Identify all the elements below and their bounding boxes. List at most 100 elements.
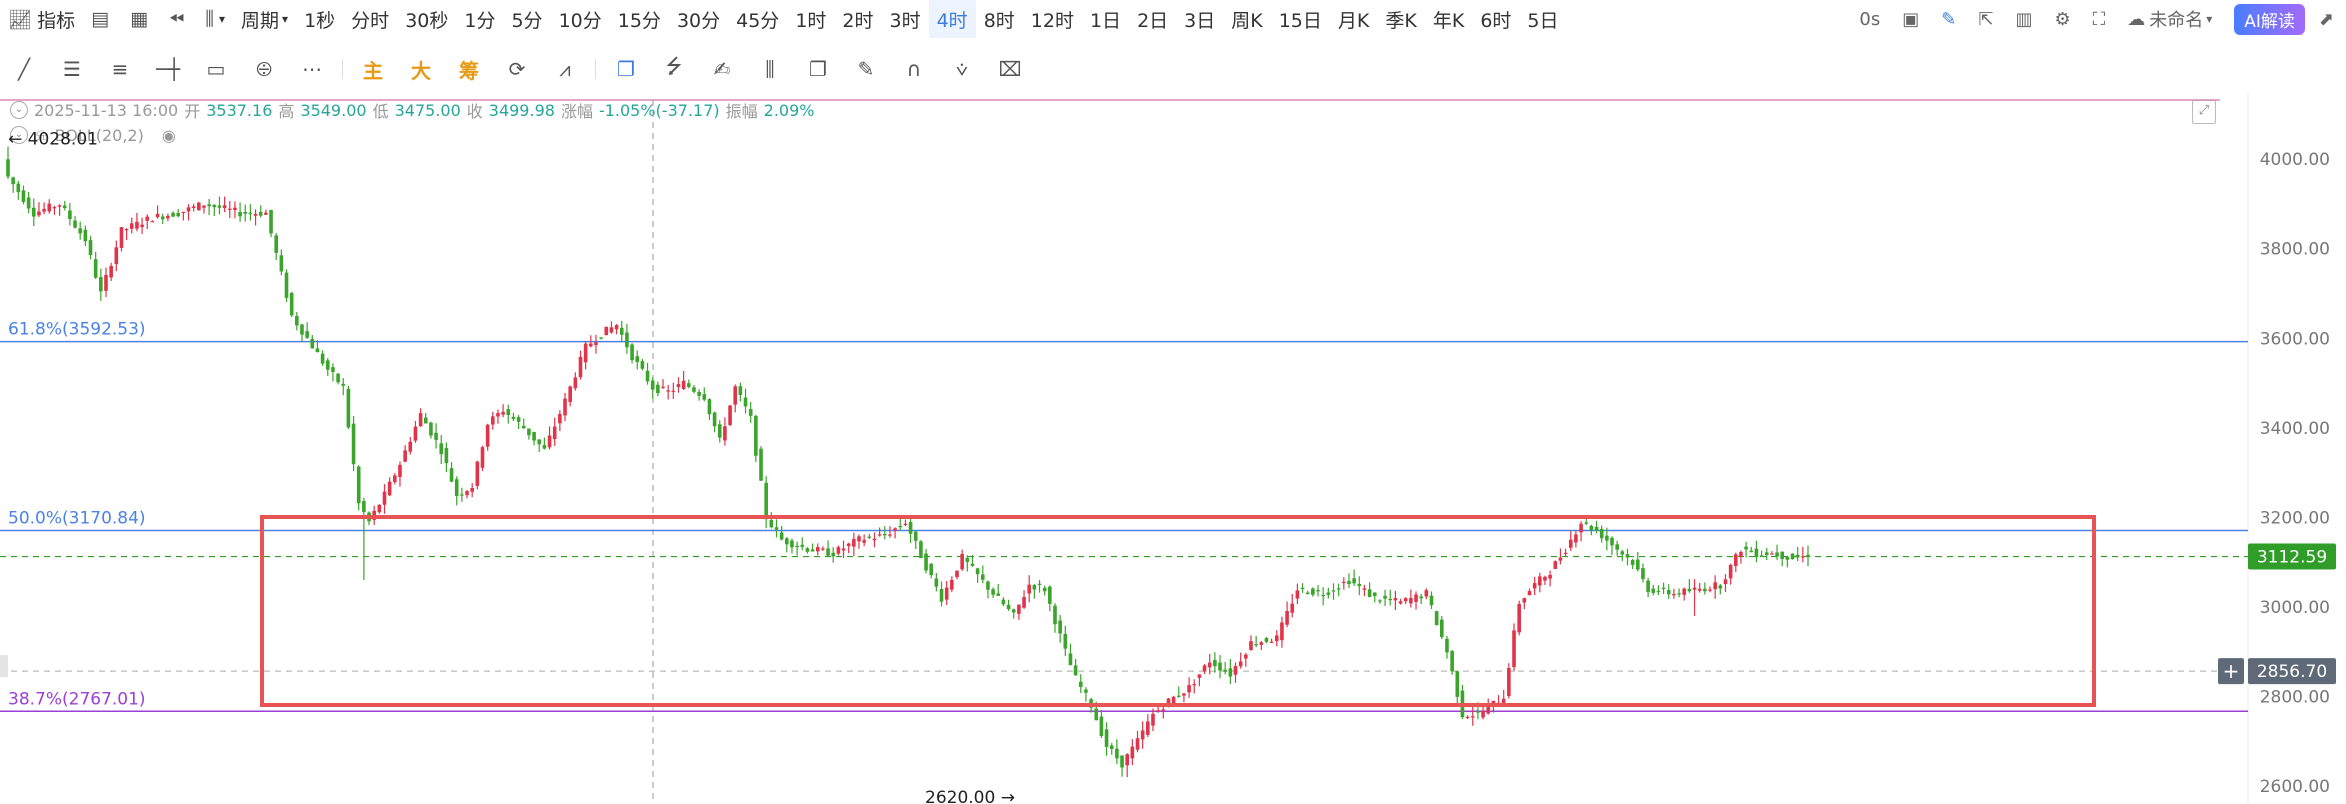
timeframe-1-button[interactable]: 分时 [351, 9, 390, 32]
candle-body [1764, 552, 1769, 556]
brush-icon[interactable]: ✍ [713, 57, 731, 81]
parallel-lines-tool-icon[interactable]: ☰ [63, 57, 81, 81]
share-icon[interactable]: ⬈ [2318, 8, 2334, 30]
indicator-name[interactable]: BOLL(20,2) [54, 125, 144, 145]
fullscreen-icon[interactable]: ⛶ [2092, 8, 2106, 30]
add-alert-button[interactable] [2218, 658, 2244, 685]
candle-body [403, 450, 407, 462]
candle-body [1445, 638, 1449, 653]
candle-body [37, 211, 41, 216]
candle-body [253, 213, 258, 216]
copy-icon[interactable]: ❐ [617, 57, 635, 81]
timeframe-18-button[interactable]: 周K [1231, 9, 1263, 32]
replay-icon[interactable]: ⟳ [508, 57, 526, 81]
open-value: 3537.16 [206, 100, 273, 120]
popout-icon[interactable]: ⇱ [1978, 8, 1994, 30]
candle-body [1207, 662, 1212, 668]
gear-icon[interactable]: ⚙ [2054, 8, 2071, 30]
more-tools-icon[interactable]: ⋯ [302, 57, 322, 81]
candle-body [692, 387, 696, 392]
candlestick-icon: ⫼ [205, 8, 214, 30]
candle-body [630, 344, 634, 361]
timeframe-20-button[interactable]: 月K [1337, 9, 1370, 32]
timeframe-16-button[interactable]: 2日 [1137, 9, 1169, 32]
lock-icon[interactable]: ❐ [809, 57, 827, 81]
timeframe-19-button[interactable]: 15日 [1278, 9, 1322, 32]
candle-body [1316, 590, 1320, 592]
rectangle-tool-icon[interactable]: ▭ [206, 57, 226, 81]
left-scroll-handle[interactable] [0, 655, 8, 677]
timeframe-4-button[interactable]: 5分 [511, 9, 543, 32]
collapse-icon[interactable]: ⌄ [10, 101, 28, 119]
collapse-icon[interactable]: ⌄ [10, 126, 28, 144]
chevron-down-icon[interactable]: ▾ [2206, 12, 2213, 26]
expand-icon[interactable]: ⤢ [2192, 100, 2216, 124]
close-label: 收 [466, 102, 483, 121]
horizontal-lines-tool-icon[interactable]: ≡ [111, 57, 129, 81]
main-force-button[interactable]: 主 [363, 58, 383, 83]
horizontal-ray-tool-icon[interactable]: ─┼ [155, 57, 181, 81]
candle-body [1496, 702, 1501, 706]
timeframe-5-button[interactable]: 10分 [558, 9, 602, 32]
compare-icon[interactable]: ⩘ [559, 57, 571, 81]
bell-icon[interactable]: ⍾ [36, 125, 47, 144]
timeframe-6-button[interactable]: 15分 [617, 9, 661, 32]
y-tick-label: 3200.00 [2260, 508, 2330, 528]
save-icon[interactable]: ▥ [2015, 8, 2033, 30]
timeframe-14-button[interactable]: 12时 [1030, 9, 1074, 32]
candle-body [1300, 587, 1305, 590]
timeframe-2-button[interactable]: 30秒 [405, 9, 449, 32]
timeframe-9-button[interactable]: 1时 [795, 9, 827, 32]
camera-icon[interactable]: ▣ [1902, 8, 1920, 30]
timeframe-24-button[interactable]: 5日 [1527, 9, 1559, 32]
timeframe-23-button[interactable]: 6时 [1480, 9, 1512, 32]
candle-body [362, 501, 366, 513]
candle-body [955, 570, 959, 578]
candle-type-button[interactable]: ⫼ ▾ [197, 0, 233, 38]
timeframe-3-button[interactable]: 1分 [464, 9, 496, 32]
candle-body [1259, 642, 1264, 645]
pattern-tool-icon[interactable]: ⨸ [256, 57, 272, 81]
ruler-icon[interactable]: ⭍ [665, 54, 683, 78]
candle-body [1233, 665, 1238, 675]
pen-icon[interactable]: ✎ [1941, 8, 1957, 30]
timeframe-7-button[interactable]: 30分 [676, 9, 721, 32]
timeframe-11-button[interactable]: 3时 [889, 9, 921, 32]
trash-icon[interactable]: ⌧ [998, 57, 1022, 81]
big-order-button[interactable]: 大 [411, 58, 431, 83]
cloud-icon[interactable]: ☁ [2127, 8, 2146, 30]
candle-body [1703, 588, 1707, 592]
eye-off-icon[interactable]: ◉ [161, 125, 176, 145]
range-box[interactable] [260, 515, 2096, 707]
candle-body [1321, 594, 1325, 597]
candle-body [950, 579, 954, 590]
chip-distribution-button[interactable]: 筹 [459, 58, 479, 83]
indicator-button[interactable]: 📈︎ 指标 [0, 0, 83, 38]
timeframe-21-button[interactable]: 季K [1385, 9, 1417, 32]
timeframe-13-button[interactable]: 8时 [983, 9, 1015, 32]
note-icon[interactable]: ✎ [857, 57, 875, 81]
bars-pattern-icon[interactable]: ⫼ [765, 57, 775, 81]
timeframe-22-button[interactable]: 年K [1432, 9, 1465, 32]
plus-icon[interactable]: + [2223, 659, 2240, 683]
timeframe-15-button[interactable]: 1日 [1089, 9, 1122, 32]
layout-name[interactable]: 未命名 [2149, 10, 2204, 31]
layout-button[interactable]: ▦ [122, 0, 161, 38]
timeframe-17-button[interactable]: 3日 [1184, 9, 1216, 32]
candle-body [563, 398, 567, 416]
rewind-button[interactable]: ⏪︎ [161, 0, 197, 38]
period-dropdown[interactable]: 周期 ▾ [233, 0, 296, 38]
candle-body [269, 210, 273, 234]
candle-body [367, 512, 371, 522]
magnet-icon[interactable]: ∩ [906, 57, 922, 81]
filter-icon[interactable]: ⩒ [955, 57, 969, 81]
ai-analysis-button[interactable]: AI解读 [2234, 3, 2305, 35]
y-tick-label: 3400.00 [2260, 419, 2330, 439]
calendar-button[interactable]: ▤ [83, 0, 122, 38]
timeframe-10-button[interactable]: 2时 [842, 9, 874, 32]
timeframe-8-button[interactable]: 45分 [736, 9, 780, 32]
candle-body [831, 552, 836, 557]
timeframe-12-button[interactable]: 4时 [928, 0, 976, 38]
timeframe-0-button[interactable]: 1秒 [304, 9, 336, 32]
trendline-tool-icon[interactable]: ╱ [17, 57, 31, 81]
